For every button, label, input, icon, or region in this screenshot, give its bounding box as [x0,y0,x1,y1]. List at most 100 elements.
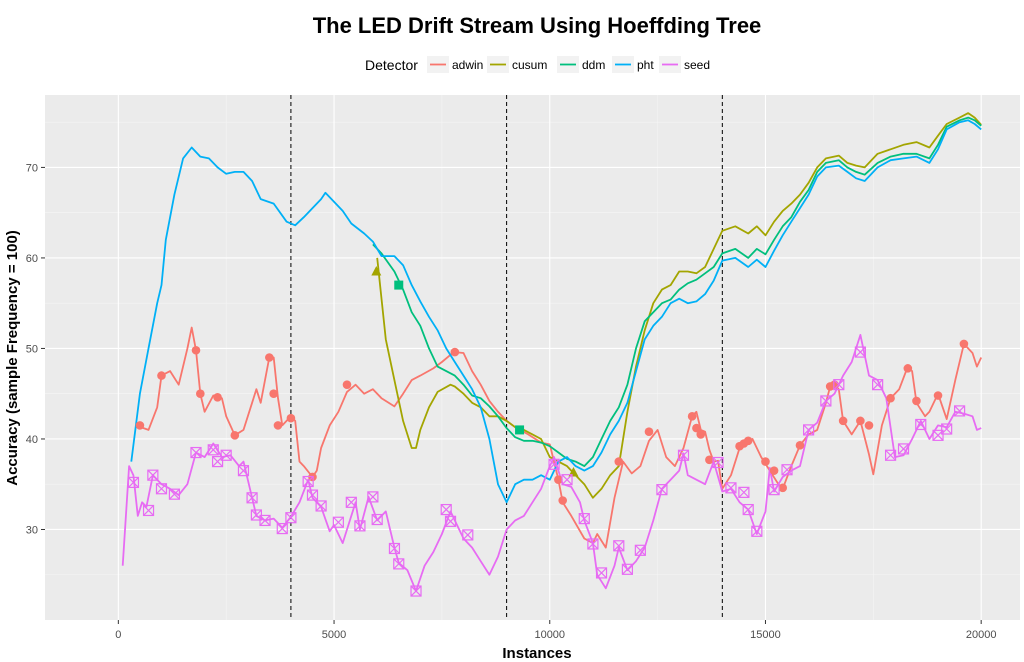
marker-seed [621,563,634,575]
marker-seed-box [276,522,288,535]
marker-adwin [191,345,201,355]
marker-seed-box [884,449,897,461]
marker-seed-box [371,513,383,526]
marker-seed-cross [345,496,357,508]
series-line-ddm [372,116,982,467]
marker-seed-cross [898,443,909,455]
marker-seed [738,486,750,498]
marker-seed-box [367,491,379,503]
marker-seed-box [440,503,452,516]
x-tick-label: 15000 [750,629,781,641]
marker-seed-cross [259,515,271,526]
marker-seed-box [306,489,319,501]
marker-seed-box [656,484,668,496]
marker-seed [613,540,625,552]
marker-seed-box [954,405,966,417]
marker-seed [884,449,897,461]
marker-seed [332,516,344,528]
marker-seed [462,529,474,541]
marker-seed-box [587,538,599,550]
legend-label-seed: seed [684,58,710,72]
marker-seed-cross [678,449,689,461]
marker-adwin [692,423,701,433]
marker-seed-box [872,379,884,391]
marker-seed [440,503,452,516]
marker-seed-cross [742,504,754,515]
y-axis-ticks: 30 40 50 60 70 [26,162,45,536]
marker-seed-cross [190,447,202,458]
marker-seed-box [237,465,250,477]
marker-seed-cross [738,486,750,498]
marker-seed [656,484,668,496]
marker-seed [190,446,202,459]
marker-seed-box [354,520,366,532]
marker-seed [315,500,327,512]
marker-seed-box [388,542,401,555]
marker-seed-cross [462,529,474,541]
marker-seed [393,558,405,570]
y-tick-label: 50 [26,343,38,355]
marker-seed-cross [307,489,318,501]
legend-title: Detector [365,57,418,73]
marker-seed-cross [156,483,167,495]
marker-seed [237,465,250,477]
marker-seed-cross [354,520,366,532]
marker-seed [410,585,422,597]
marker-adwin [886,393,895,403]
marker-seed-cross [238,465,249,477]
marker-seed-box [462,529,474,541]
marker-seed [276,522,288,535]
marker-seed-cross [389,543,400,554]
marker-seed-cross [367,491,379,503]
marker-adwin [558,496,567,505]
marker-seed-box [207,444,219,456]
plot-panel [45,95,1020,620]
marker-seed-cross [587,538,599,550]
marker-seed-cross [854,346,866,358]
marker-seed-cross [820,395,832,407]
marker-adwin [273,421,283,430]
x-tick-label: 10000 [534,629,565,641]
marker-adwin [705,455,714,465]
legend-label-adwin: adwin [452,58,483,72]
marker-cusum [568,466,579,477]
marker-seed-cross [941,423,953,435]
chart-title: The LED Drift Stream Using Hoeffding Tre… [313,13,762,38]
marker-seed-cross [656,484,668,496]
marker-seed [259,514,271,527]
drift-lines [290,95,723,620]
marker-seed-cross [885,449,896,461]
marker-seed-cross [578,513,590,525]
marker-seed [854,346,866,358]
marker-adwin [286,413,296,423]
x-axis-title: Instances [502,645,571,662]
grid-minor [45,95,1020,620]
marker-adwin [761,457,770,466]
marker-adwin [864,421,874,430]
marker-seed [142,504,155,517]
marker-adwin [933,391,943,400]
marker-adwin [342,380,352,389]
marker-seed [954,405,966,417]
marker-ddm [394,280,404,290]
marker-adwin [614,457,624,466]
marker-adwin [687,412,697,421]
marker-seed-cross [207,444,219,456]
marker-adwin [213,393,222,402]
marker-seed-box [302,475,314,488]
marker-adwin [554,475,563,484]
marker-seed-cross [781,464,793,476]
marker-adwin [743,436,753,446]
marker-seed-box [820,395,832,407]
marker-seed-cross [872,379,884,391]
marker-seed-box [932,429,944,441]
marker-seed-cross [147,469,159,481]
marker-seed-box [393,558,405,570]
marker-seed-cross [276,523,288,535]
marker-seed [833,379,845,391]
marker-seed [220,449,232,461]
marker-seed-box [595,567,608,579]
marker-seed-cross [561,474,573,486]
marker-seed-box [751,525,763,537]
